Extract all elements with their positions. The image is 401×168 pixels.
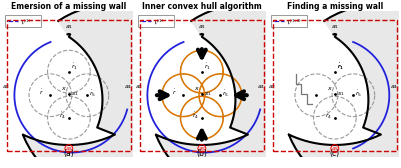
- Polygon shape: [156, 5, 339, 168]
- Text: $a_2$: $a_2$: [135, 83, 143, 91]
- Text: (b): (b): [196, 149, 207, 158]
- Text: (a): (a): [63, 149, 74, 158]
- Text: $\dot{r}_1$: $\dot{r}_1$: [336, 62, 344, 72]
- FancyBboxPatch shape: [271, 15, 307, 27]
- Text: $s_1$: $s_1$: [336, 90, 344, 98]
- Text: $\dot{r}_1$: $\dot{r}_1$: [204, 62, 211, 72]
- Text: $s_1$: $s_1$: [204, 90, 211, 98]
- Text: $s_1$: $s_1$: [71, 90, 78, 98]
- Text: $a_4$: $a_4$: [390, 83, 398, 91]
- Text: (c): (c): [330, 149, 340, 158]
- Text: $a_4$: $a_4$: [124, 83, 132, 91]
- Text: $\mathcal{V}^{(1,2)}$: $\mathcal{V}^{(1,2)}$: [286, 17, 302, 27]
- Text: $\dot{r}_1$: $\dot{r}_1$: [71, 62, 77, 72]
- Polygon shape: [23, 5, 206, 168]
- Text: $\mathcal{V}^{(1)}$: $\mathcal{V}^{(1)}$: [153, 17, 164, 27]
- Text: $a_1$: $a_1$: [198, 23, 206, 31]
- Text: $\dot{r}$: $\dot{r}$: [39, 87, 44, 97]
- Text: $\dot{r}_5$: $\dot{r}_5$: [222, 88, 229, 99]
- Text: x: x: [194, 86, 198, 91]
- Text: x: x: [327, 86, 331, 91]
- Text: $a_4$: $a_4$: [257, 83, 265, 91]
- Title: Inner convex hull algorithm: Inner convex hull algorithm: [142, 2, 262, 11]
- Text: $\dot{r}$: $\dot{r}$: [172, 87, 177, 97]
- Text: $\mathcal{V}^{(1)}$: $\mathcal{V}^{(1)}$: [20, 17, 31, 27]
- Text: $a_2$: $a_2$: [2, 83, 10, 91]
- FancyBboxPatch shape: [138, 15, 174, 27]
- Text: $\dot{r}_4$: $\dot{r}_4$: [192, 111, 199, 121]
- FancyBboxPatch shape: [5, 15, 41, 27]
- Text: $\dot{r}_4$: $\dot{r}_4$: [59, 111, 66, 121]
- Text: $\dot{r}_1$: $\dot{r}_1$: [336, 62, 344, 72]
- Text: $\dot{r}_5$: $\dot{r}_5$: [89, 88, 96, 99]
- Text: $a_2$: $a_2$: [268, 83, 276, 91]
- Text: $\dot{r}_5$: $\dot{r}_5$: [355, 88, 362, 99]
- Text: $a_1$: $a_1$: [65, 23, 73, 31]
- Text: $\dot{r}_4$: $\dot{r}_4$: [325, 111, 332, 121]
- Title: Finding a missing wall: Finding a missing wall: [287, 2, 383, 11]
- Polygon shape: [289, 5, 401, 168]
- Title: Emersion of a missing wall: Emersion of a missing wall: [11, 2, 126, 11]
- Text: $a_3$: $a_3$: [331, 145, 339, 153]
- Text: $a_1$: $a_1$: [331, 23, 339, 31]
- Text: $a_3$: $a_3$: [198, 145, 206, 153]
- Text: $a_3$: $a_3$: [65, 145, 73, 153]
- Text: x: x: [61, 86, 65, 91]
